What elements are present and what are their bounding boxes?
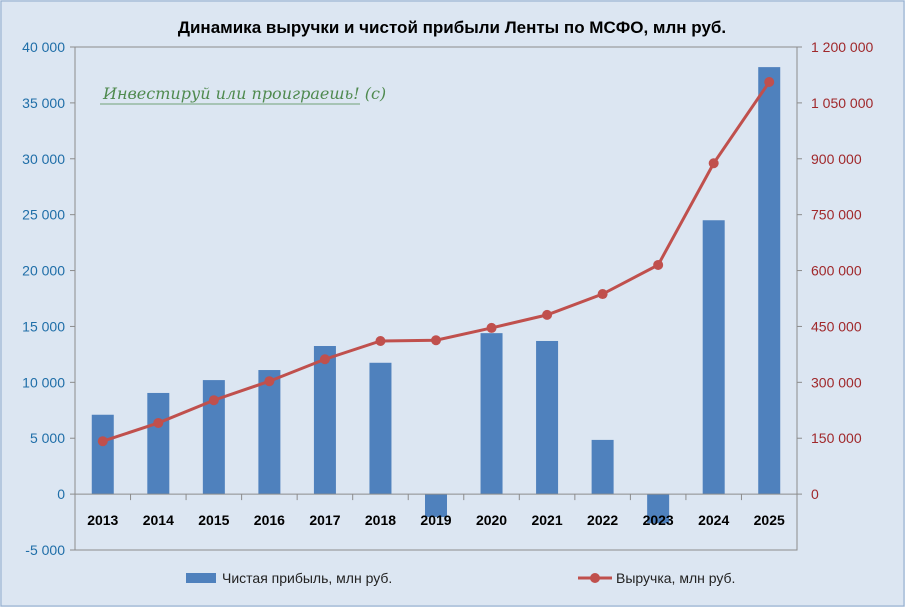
left-tick-label: -5 000 (25, 542, 65, 558)
x-tick-label: 2016 (254, 512, 285, 528)
profit-bar (258, 370, 281, 495)
chart-title: Динамика выручки и чистой прибыли Ленты … (178, 18, 726, 37)
revenue-point (764, 77, 775, 88)
profit-bar (591, 439, 614, 495)
legend: Чистая прибыль, млн руб. Выручка, млн ру… (186, 570, 735, 586)
left-tick-label: 25 000 (22, 207, 65, 223)
x-tick-label: 2024 (698, 512, 729, 528)
right-tick-label: 750 000 (811, 207, 862, 223)
revenue-point (431, 335, 441, 346)
profit-bar (202, 380, 225, 495)
right-tick-label: 900 000 (811, 151, 862, 167)
watermark: Инвестируй или проиграешь! (с) (100, 84, 386, 105)
right-tick-label: 150 000 (811, 430, 862, 446)
legend-line-marker (590, 573, 600, 583)
x-tick-label: 2018 (365, 512, 396, 528)
x-tick-label: 2013 (87, 512, 118, 528)
left-tick-label: 35 000 (22, 95, 65, 111)
right-tick-label: 450 000 (811, 318, 862, 334)
revenue-point (597, 289, 608, 300)
revenue-point (375, 335, 386, 346)
revenue-point (208, 395, 219, 406)
profit-bar (758, 67, 781, 495)
profit-bar (91, 414, 114, 495)
legend-revenue-label: Выручка, млн руб. (616, 570, 735, 586)
x-tick-label: 2019 (420, 512, 451, 528)
profit-bar (425, 494, 447, 518)
watermark-text: Инвестируй или проиграешь! (с) (102, 84, 386, 103)
left-tick-label: 20 000 (22, 263, 65, 279)
left-tick-label: 5 000 (30, 430, 65, 446)
profit-bar (369, 362, 392, 495)
left-tick-label: 30 000 (22, 151, 65, 167)
right-tick-label: 1 200 000 (811, 39, 873, 55)
x-tick-label: 2020 (476, 512, 507, 528)
left-tick-label: 15 000 (22, 318, 65, 334)
revenue-point (264, 376, 275, 387)
x-tick-label: 2017 (309, 512, 340, 528)
revenue-point (319, 354, 330, 365)
left-tick-label: 40 000 (22, 39, 65, 55)
x-tick-label: 2015 (198, 512, 229, 528)
legend-profit-label: Чистая прибыль, млн руб. (222, 570, 392, 586)
plot-area (74, 46, 798, 551)
profit-bar (536, 340, 559, 495)
revenue-point (153, 417, 164, 428)
profit-bar (702, 220, 725, 495)
left-tick-label: 0 (57, 486, 65, 502)
revenue-point (708, 158, 719, 169)
x-tick-label: 2014 (143, 512, 174, 528)
x-tick-label: 2025 (754, 512, 785, 528)
right-tick-label: 300 000 (811, 374, 862, 390)
x-tick-label: 2023 (643, 512, 674, 528)
profit-bar (480, 333, 503, 495)
right-tick-label: 600 000 (811, 263, 862, 279)
revenue-point (97, 436, 108, 447)
revenue-point (486, 322, 497, 333)
revenue-point (542, 309, 553, 320)
right-tick-label: 1 050 000 (811, 95, 873, 111)
profit-bar (647, 494, 670, 524)
left-tick-label: 10 000 (22, 374, 65, 390)
profit-bar (147, 392, 170, 495)
profit-bar (313, 346, 336, 495)
x-tick-label: 2021 (531, 512, 562, 528)
right-tick-label: 0 (811, 486, 819, 502)
revenue-point (653, 259, 664, 270)
x-tick-label: 2022 (587, 512, 618, 528)
legend-bar-swatch (186, 573, 216, 583)
